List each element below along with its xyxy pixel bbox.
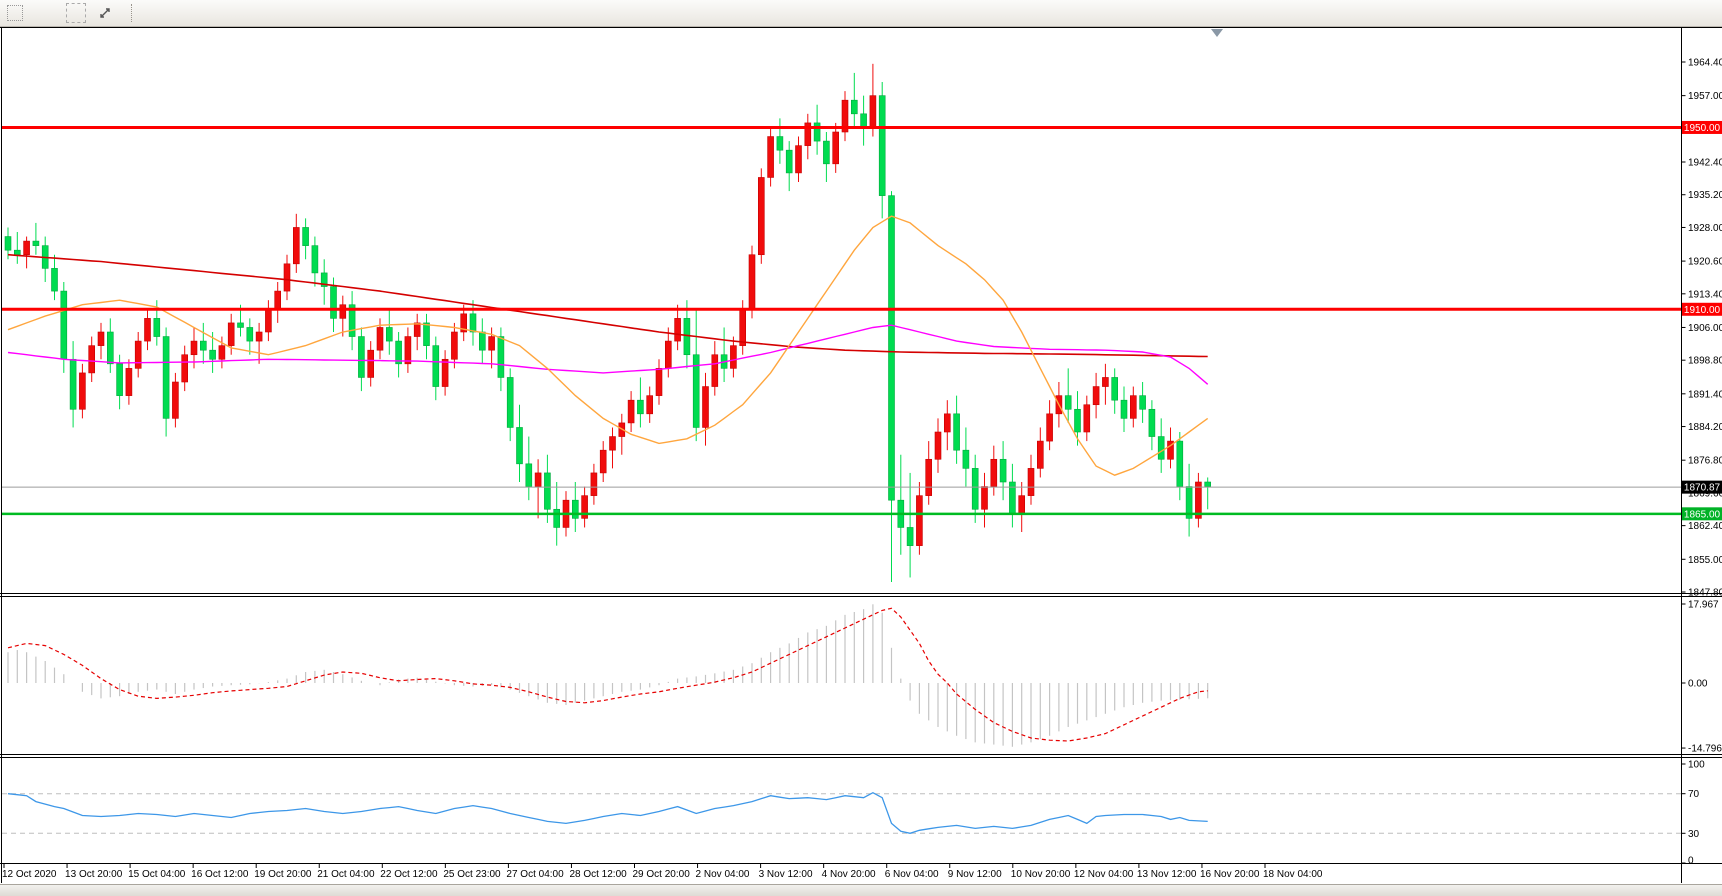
svg-text:1869.60: 1869.60 — [1688, 488, 1722, 499]
time-axis[interactable]: 12 Oct 2020 13 Oct 20:00 15 Oct 04:00 16 Oc… — [2, 864, 1323, 880]
svg-text:28 Oct 12:00: 28 Oct 12:00 — [569, 869, 627, 880]
svg-text:1870.87: 1870.87 — [1684, 483, 1721, 494]
macd-signal-line — [7, 607, 1208, 742]
arrows-tool-icon — [100, 8, 110, 18]
svg-text:1964.40: 1964.40 — [1688, 58, 1722, 69]
window-bottom-strip — [0, 884, 1722, 896]
font-tool-button[interactable] — [34, 3, 60, 23]
svg-text:16 Nov 20:00: 16 Nov 20:00 — [1200, 869, 1260, 880]
svg-text:1913.40: 1913.40 — [1688, 289, 1722, 300]
svg-text:1847.80: 1847.80 — [1688, 588, 1722, 599]
svg-text:1891.40: 1891.40 — [1688, 389, 1722, 400]
price-axis[interactable]: 1964.40 1957.00 1942.40 1935.20 1928.00 1920.… — [1681, 58, 1722, 599]
macd-panel: 17.967 0.00 -14.796 — [7, 599, 1722, 755]
svg-text:9 Nov 12:00: 9 Nov 12:00 — [948, 869, 1002, 880]
svg-text:22 Oct 12:00: 22 Oct 12:00 — [380, 869, 438, 880]
svg-text:1898.80: 1898.80 — [1688, 356, 1722, 367]
svg-text:3 Nov 12:00: 3 Nov 12:00 — [759, 869, 813, 880]
svg-text:25 Oct 23:00: 25 Oct 23:00 — [443, 869, 501, 880]
svg-text:-14.796: -14.796 — [1688, 744, 1722, 755]
chart-shift-marker-icon[interactable] — [1211, 29, 1223, 37]
svg-text:1884.20: 1884.20 — [1688, 422, 1722, 433]
toolbar — [0, 0, 1722, 27]
svg-text:15 Oct 04:00: 15 Oct 04:00 — [128, 869, 186, 880]
ma-slow-red — [7, 253, 1208, 358]
arrows-tool-button[interactable] — [92, 3, 118, 23]
svg-text:2 Nov 04:00: 2 Nov 04:00 — [696, 869, 750, 880]
toolbar-dock-grip-icon[interactable] — [7, 5, 23, 21]
svg-text:12 Oct 2020: 12 Oct 2020 — [2, 869, 57, 880]
svg-text:18 Nov 04:00: 18 Nov 04:00 — [1263, 869, 1323, 880]
svg-text:30: 30 — [1688, 829, 1700, 840]
svg-text:1928.00: 1928.00 — [1688, 223, 1722, 234]
svg-text:29 Oct 20:00: 29 Oct 20:00 — [633, 869, 691, 880]
svg-text:70: 70 — [1688, 789, 1700, 800]
svg-text:1906.00: 1906.00 — [1688, 323, 1722, 334]
toolbar-separator — [131, 4, 134, 22]
svg-text:12 Nov 04:00: 12 Nov 04:00 — [1074, 869, 1134, 880]
svg-text:1855.00: 1855.00 — [1688, 555, 1722, 566]
rsi-line — [7, 791, 1208, 834]
svg-text:1865.00: 1865.00 — [1684, 509, 1721, 520]
svg-text:0: 0 — [1688, 856, 1694, 867]
svg-text:1910.00: 1910.00 — [1684, 305, 1721, 316]
rsi-panel: 100 70 30 0 — [2, 760, 1705, 867]
svg-text:19 Oct 20:00: 19 Oct 20:00 — [254, 869, 312, 880]
svg-text:1942.40: 1942.40 — [1688, 158, 1722, 169]
ma-fast-orange — [7, 215, 1209, 476]
svg-text:1957.00: 1957.00 — [1688, 91, 1722, 102]
svg-text:6 Nov 04:00: 6 Nov 04:00 — [885, 869, 939, 880]
svg-text:0.00: 0.00 — [1688, 679, 1708, 690]
text-tool-button[interactable] — [66, 3, 86, 23]
svg-text:13 Nov 12:00: 13 Nov 12:00 — [1137, 869, 1197, 880]
ma-mid-magenta — [7, 324, 1209, 385]
svg-text:10 Nov 20:00: 10 Nov 20:00 — [1011, 869, 1071, 880]
svg-text:100: 100 — [1688, 760, 1705, 771]
svg-text:27 Oct 04:00: 27 Oct 04:00 — [506, 869, 564, 880]
svg-text:21 Oct 04:00: 21 Oct 04:00 — [317, 869, 375, 880]
svg-text:1862.40: 1862.40 — [1688, 521, 1722, 532]
svg-text:13 Oct 20:00: 13 Oct 20:00 — [65, 869, 123, 880]
svg-text:17.967: 17.967 — [1688, 599, 1719, 610]
svg-text:1935.20: 1935.20 — [1688, 190, 1722, 201]
moving-averages-layer — [7, 215, 1209, 476]
svg-text:4 Nov 20:00: 4 Nov 20:00 — [822, 869, 876, 880]
chart-frame — [0, 27, 1722, 883]
hline-objects — [2, 125, 1681, 516]
svg-text:1876.80: 1876.80 — [1688, 456, 1722, 467]
svg-text:16 Oct 12:00: 16 Oct 12:00 — [191, 869, 249, 880]
svg-text:1950.00: 1950.00 — [1684, 123, 1721, 134]
chart-title — [7, 32, 11, 44]
svg-text:1920.60: 1920.60 — [1688, 257, 1722, 268]
